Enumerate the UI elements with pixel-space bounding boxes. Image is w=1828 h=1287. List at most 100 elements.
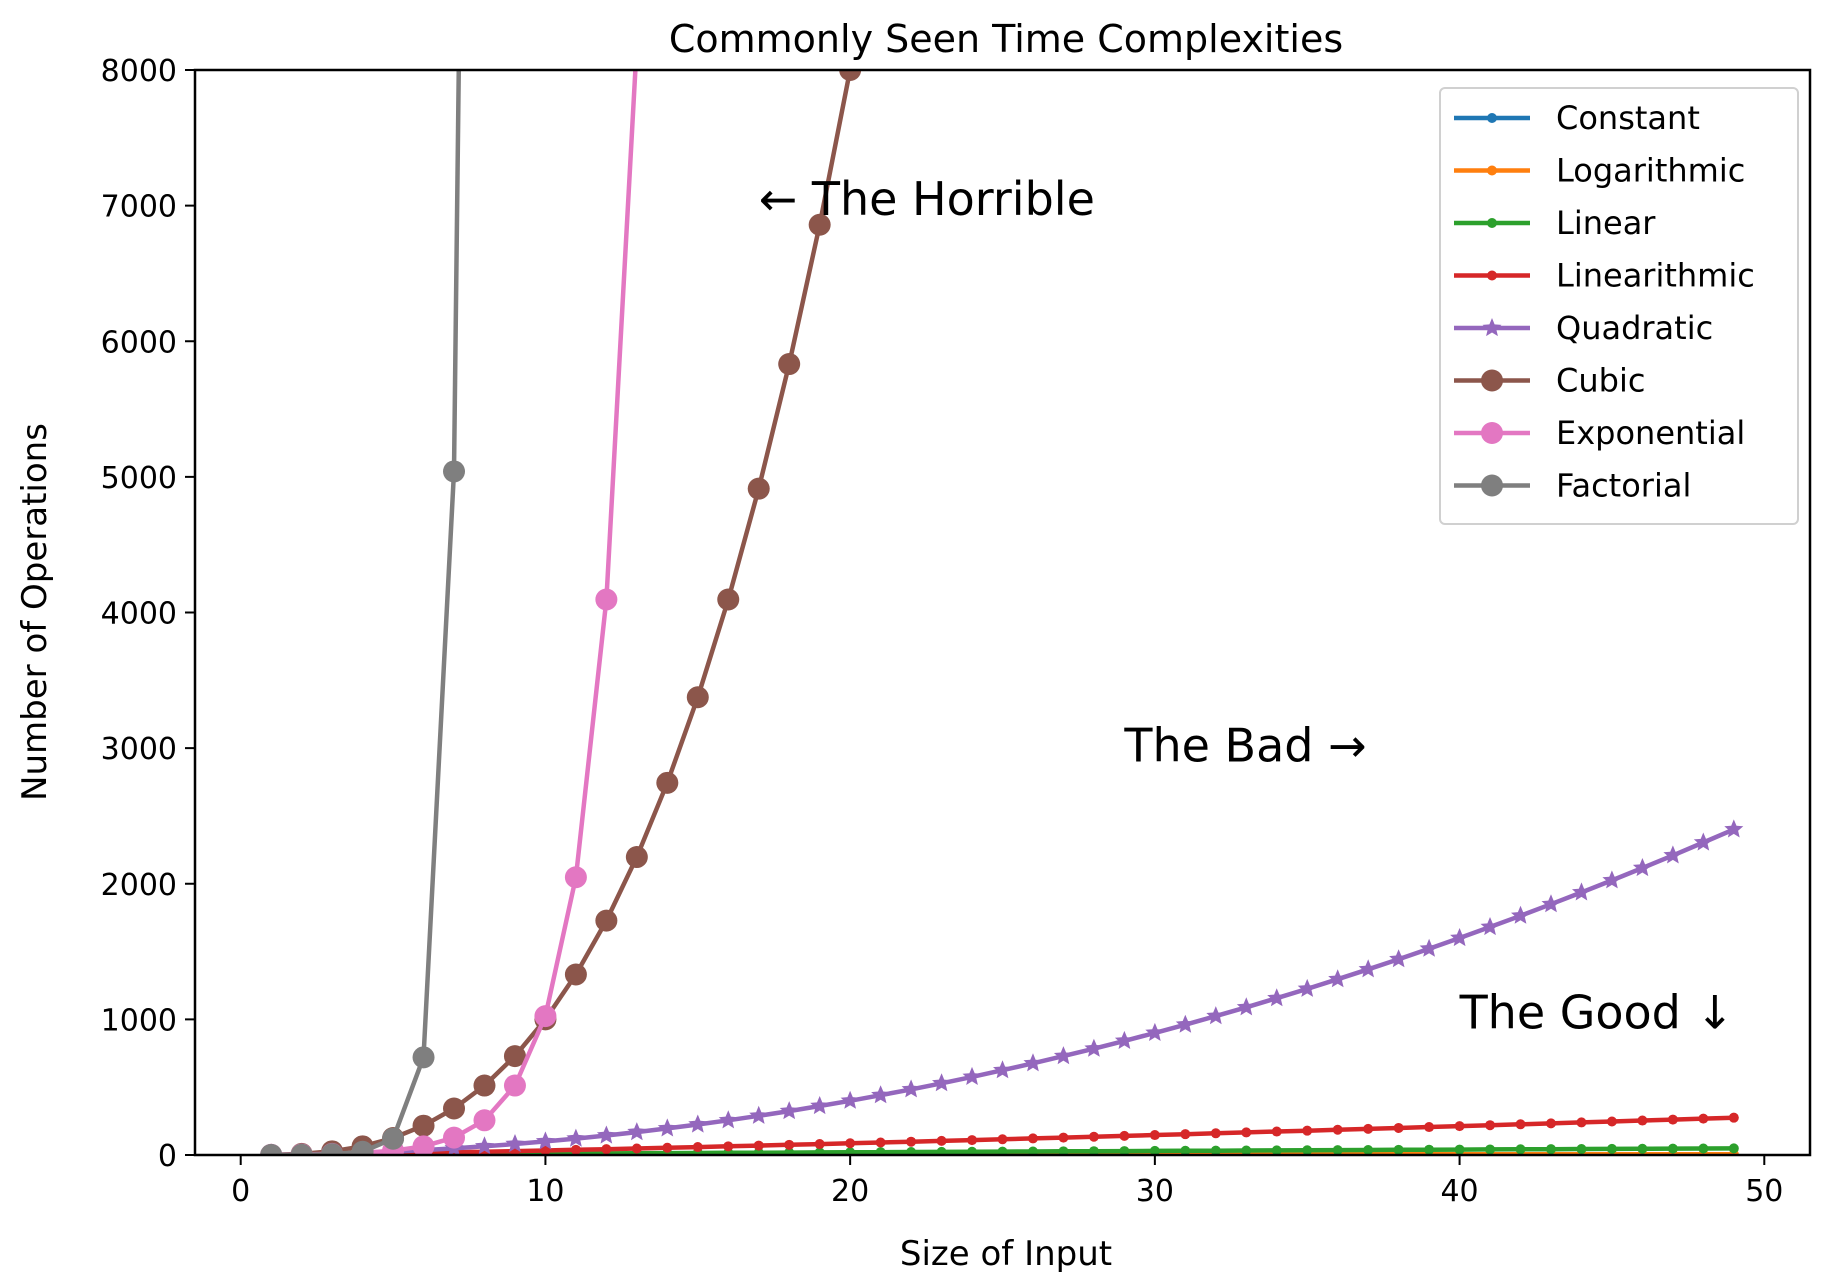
data-point-quadratic <box>1450 928 1470 947</box>
data-point-quadratic <box>1267 988 1287 1007</box>
data-point-quadratic <box>749 1105 769 1124</box>
data-point-cubic <box>747 477 770 500</box>
data-point-linearithmic <box>1332 1124 1343 1135</box>
legend-item-quadratic: Quadratic <box>1454 309 1713 347</box>
data-point-linearithmic <box>1576 1117 1587 1128</box>
data-point-linear <box>906 1147 917 1155</box>
data-point-linear <box>1332 1145 1343 1155</box>
data-point-exponential <box>412 1135 435 1155</box>
data-point-quadratic <box>993 1060 1012 1079</box>
data-point-quadratic <box>1053 1046 1073 1065</box>
data-point-quadratic <box>1511 905 1530 924</box>
data-point-linearithmic <box>631 1143 642 1154</box>
y-tick-label: 5000 <box>101 461 177 496</box>
data-point-exponential <box>626 33 648 55</box>
data-point-quadratic <box>1358 959 1378 978</box>
data-point-linear <box>1058 1146 1069 1155</box>
data-point-linear <box>1027 1146 1038 1155</box>
data-point-linearithmic <box>845 1138 856 1149</box>
data-point-quadratic <box>475 1136 494 1155</box>
data-point-linear <box>1454 1144 1465 1155</box>
data-point-quadratic <box>1023 1053 1043 1072</box>
data-point-cubic <box>564 963 587 986</box>
legend-label: Logarithmic <box>1556 152 1745 190</box>
data-point-linearithmic <box>1210 1128 1221 1139</box>
chart-title: Commonly Seen Time Complexities <box>669 17 1343 61</box>
legend-marker <box>1487 270 1497 281</box>
data-point-linear <box>1210 1145 1221 1155</box>
data-point-quadratic <box>596 1125 616 1144</box>
series-exponential <box>260 33 648 1155</box>
data-point-linearithmic <box>1454 1121 1465 1132</box>
data-point-quadratic <box>505 1134 525 1153</box>
data-point-quadratic <box>688 1114 708 1133</box>
legend-item-linearithmic: Linearithmic <box>1454 257 1755 295</box>
data-point-factorial <box>290 1143 313 1155</box>
annotation-the-bad-: The Bad → <box>1123 718 1366 772</box>
data-point-exponential <box>564 866 587 889</box>
data-point-cubic <box>443 1097 466 1120</box>
data-point-linearithmic <box>1606 1116 1617 1127</box>
data-point-linear <box>967 1146 978 1155</box>
x-tick-label: 0 <box>231 1174 250 1209</box>
data-point-linear <box>1424 1144 1435 1155</box>
x-tick-label: 10 <box>526 1174 564 1209</box>
data-point-linearithmic <box>1424 1122 1435 1133</box>
data-point-linearithmic <box>1728 1112 1739 1123</box>
data-point-linearithmic <box>570 1144 581 1155</box>
y-tick-label: 4000 <box>101 597 177 632</box>
x-tick-label: 30 <box>1136 1174 1174 1209</box>
data-point-cubic <box>503 1045 526 1068</box>
legend-label: Exponential <box>1556 414 1745 452</box>
data-point-linearithmic <box>540 1145 551 1155</box>
data-point-cubic <box>839 70 862 81</box>
legend-item-linear: Linear <box>1454 204 1656 242</box>
data-point-quadratic <box>1297 978 1317 997</box>
annotation-layer: ← The Horrible The Bad → The Good ↓ <box>759 172 1734 1040</box>
data-point-linearithmic <box>1393 1122 1404 1133</box>
data-point-quadratic <box>1145 1022 1165 1041</box>
data-point-linearithmic <box>1027 1133 1038 1144</box>
legend-marker <box>1487 218 1497 228</box>
data-point-linearithmic <box>662 1142 673 1153</box>
legend-label: Factorial <box>1556 467 1691 505</box>
data-point-linear <box>1088 1146 1099 1155</box>
data-point-linearithmic <box>936 1135 947 1146</box>
data-point-quadratic <box>962 1066 982 1085</box>
data-point-quadratic <box>932 1073 952 1092</box>
legend-marker <box>1482 318 1502 337</box>
data-point-quadratic <box>1632 858 1652 877</box>
data-point-quadratic <box>1480 917 1500 936</box>
data-point-cubic <box>473 1074 496 1097</box>
legend-item-logarithmic: Logarithmic <box>1454 152 1745 190</box>
data-point-linearithmic <box>1637 1115 1648 1126</box>
data-point-factorial <box>351 1140 374 1155</box>
y-tick-label: 1000 <box>101 1003 177 1038</box>
legend-marker <box>1481 474 1503 497</box>
data-point-quadratic <box>840 1090 860 1109</box>
x-tick-label: 20 <box>831 1174 869 1209</box>
data-point-linearithmic <box>1698 1113 1709 1124</box>
data-point-linear <box>1149 1145 1160 1155</box>
series-cubic <box>260 70 862 1155</box>
data-point-quadratic <box>1084 1038 1104 1057</box>
data-point-quadratic <box>1724 819 1744 838</box>
data-point-linearithmic <box>1088 1131 1099 1142</box>
data-point-linearithmic <box>601 1144 612 1155</box>
data-point-linear <box>1728 1143 1739 1154</box>
data-point-cubic <box>625 846 648 869</box>
data-point-linear <box>1363 1144 1374 1155</box>
data-point-cubic <box>595 909 618 932</box>
y-tick-label: 3000 <box>101 732 177 767</box>
legend-marker <box>1481 422 1503 444</box>
data-point-linear <box>1576 1144 1587 1155</box>
legend-item-constant: Constant <box>1454 99 1700 137</box>
data-point-cubic <box>717 588 740 611</box>
data-point-linearithmic <box>906 1136 917 1147</box>
y-tick-label: 2000 <box>101 868 177 903</box>
data-point-linearithmic <box>1271 1126 1282 1137</box>
annotation-the-good-: The Good ↓ <box>1459 986 1734 1040</box>
data-point-quadratic <box>718 1110 738 1129</box>
data-point-factorial <box>260 1143 283 1155</box>
data-point-linearithmic <box>1515 1119 1526 1130</box>
